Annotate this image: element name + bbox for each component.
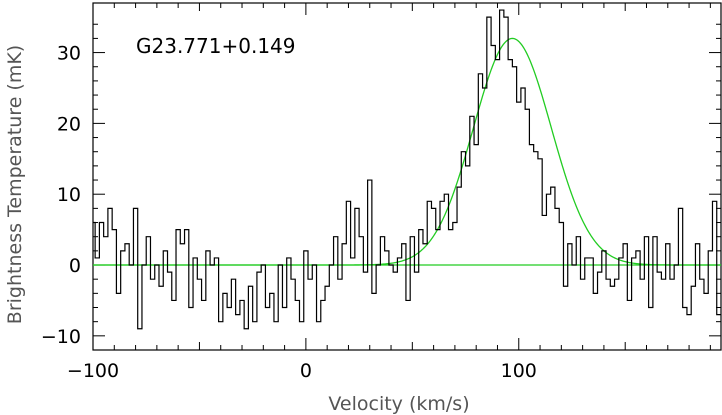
x-tick-label: 100: [501, 360, 537, 382]
y-tick-label: 20: [57, 113, 81, 135]
gaussian-fit-curve: [93, 37, 721, 266]
y-tick-label: −10: [41, 326, 81, 348]
spectrum-histogram: [93, 9, 721, 330]
y-tick-label: 0: [69, 255, 81, 277]
y-axis-title: Brightness Temperature (mK): [4, 45, 26, 324]
x-tick-label: 0: [300, 360, 312, 382]
y-tick-label: 10: [57, 184, 81, 206]
plot-frame: [92, 2, 722, 351]
plot-series: [93, 9, 721, 330]
y-tick-label: 30: [57, 43, 81, 65]
source-name-label: G23.771+0.149: [136, 34, 296, 58]
x-tick-label: −100: [67, 360, 119, 382]
x-axis-title: Velocity (km/s): [328, 393, 469, 415]
